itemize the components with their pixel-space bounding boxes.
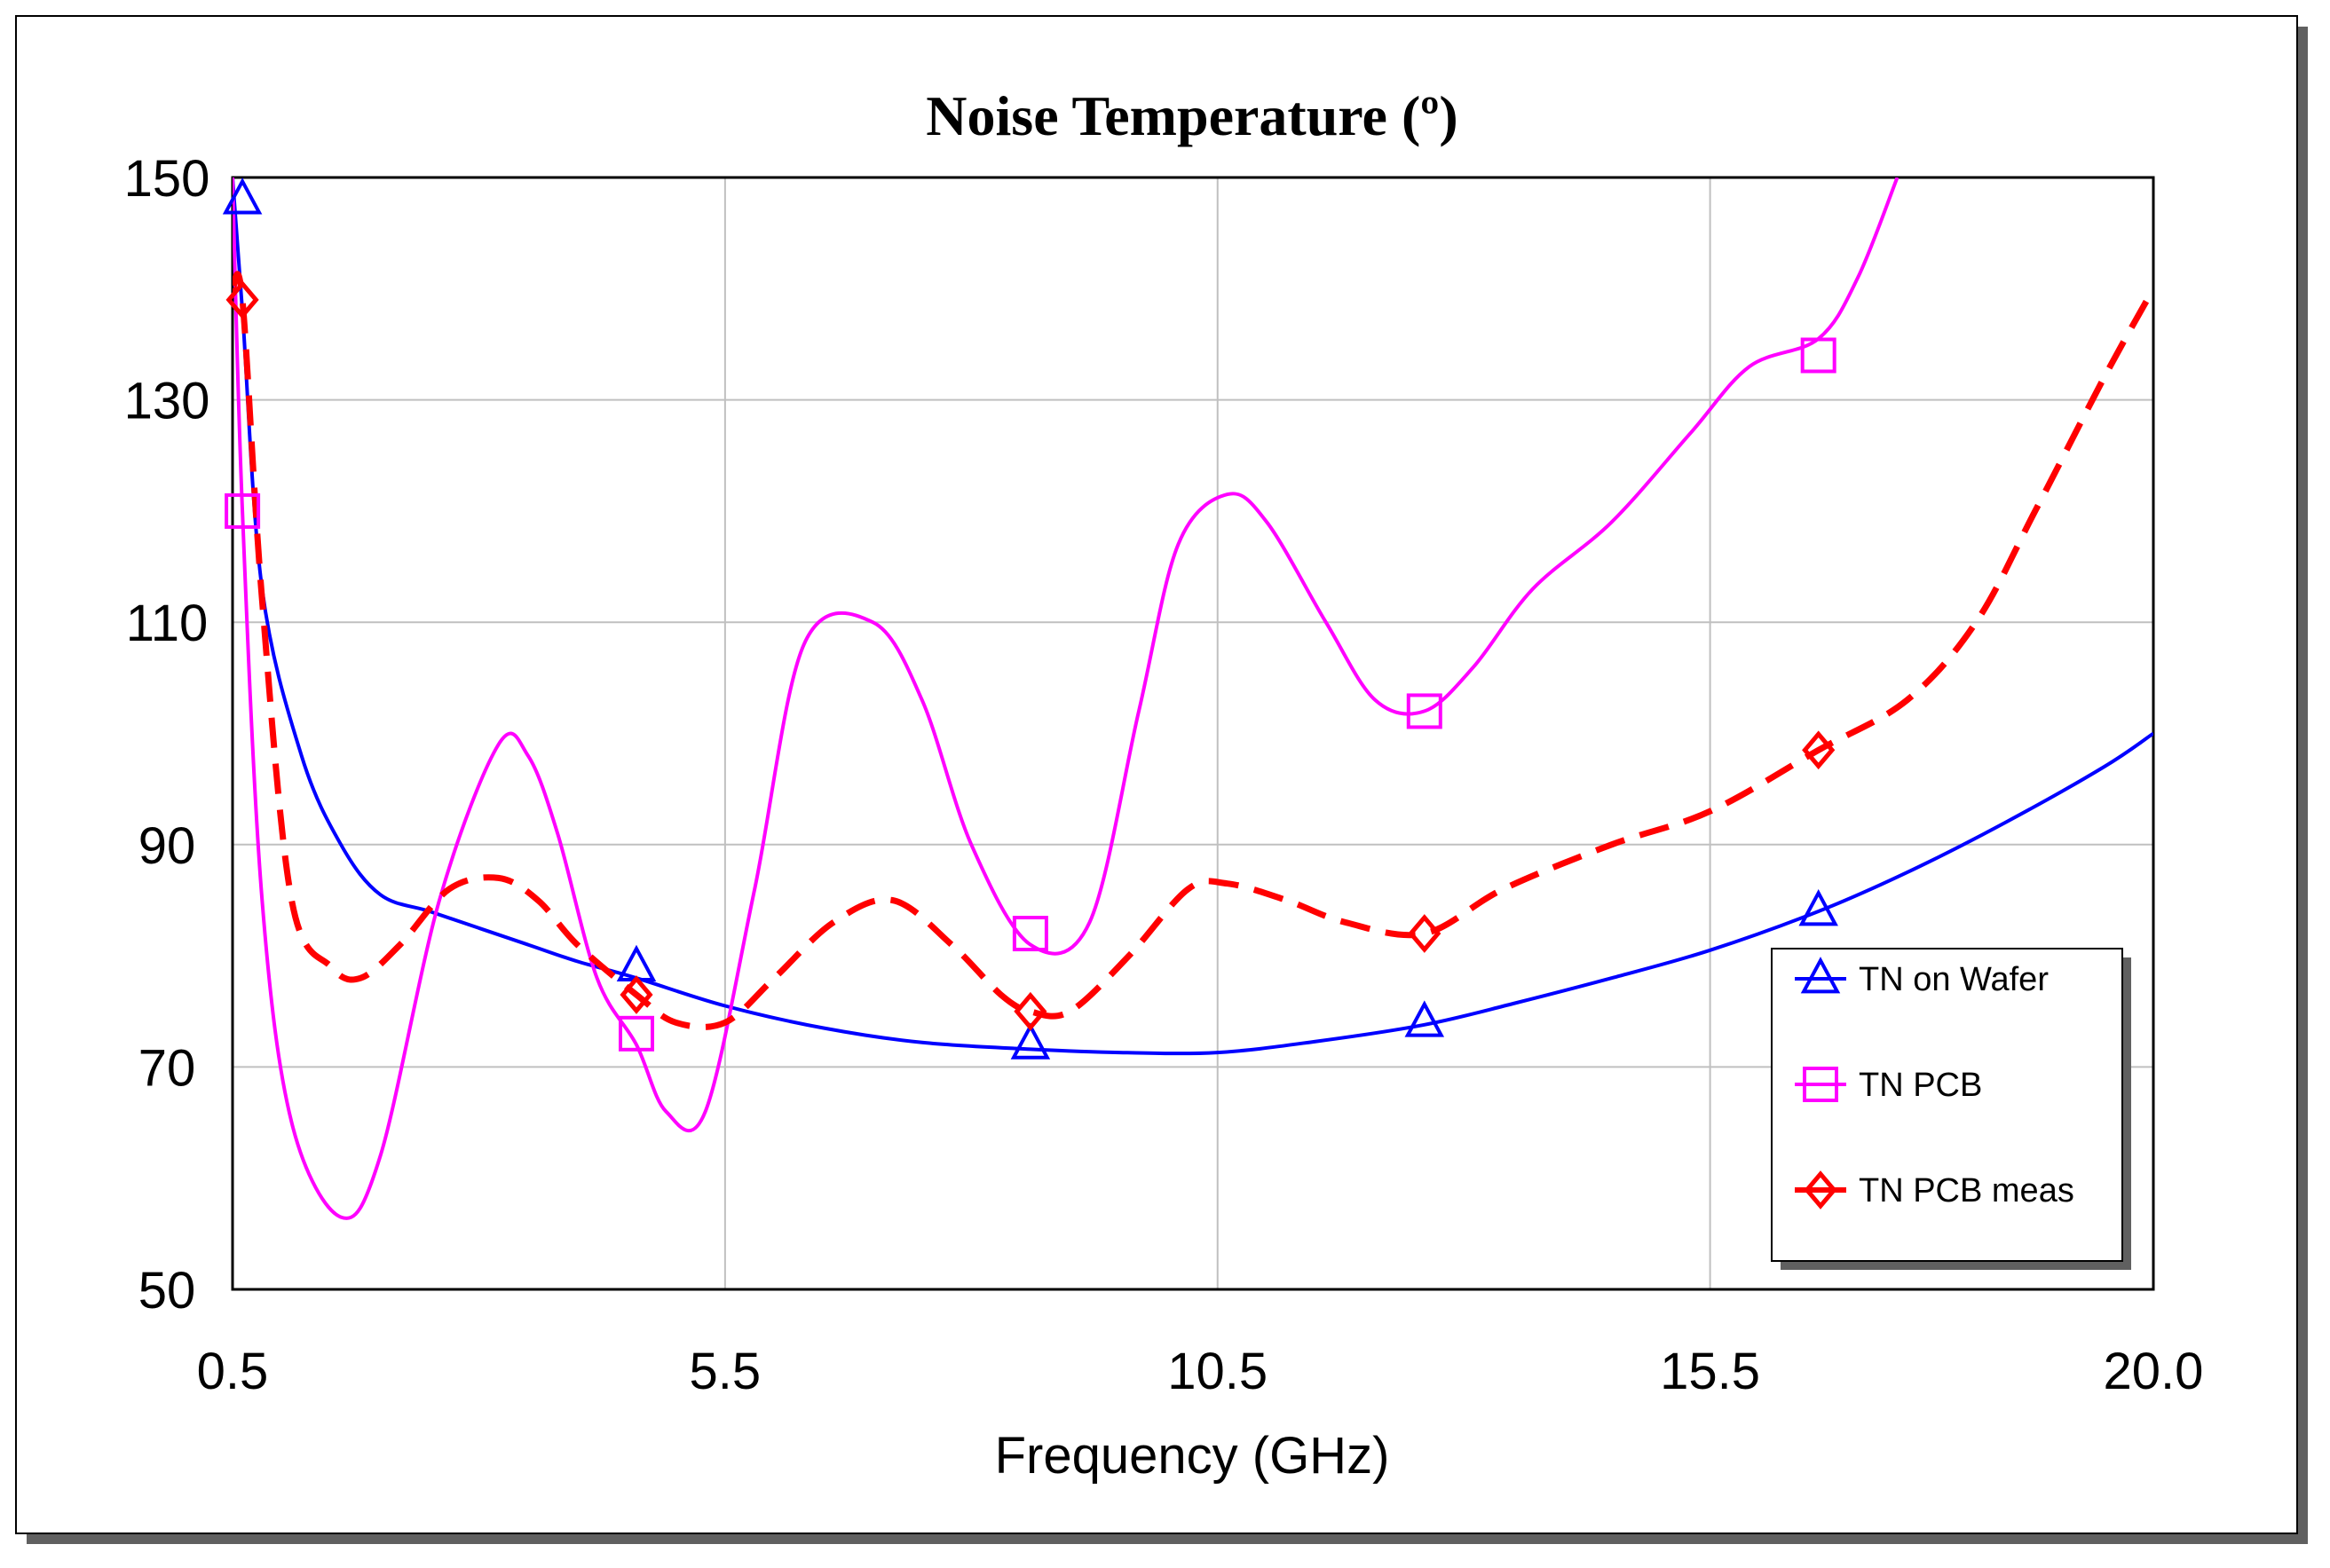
legend-box xyxy=(1771,948,2123,1262)
series-1-marker xyxy=(1406,693,1442,729)
chart-title: Noise Temperature (º) xyxy=(926,84,1457,147)
legend: TN on Wafer TN PCB TN PCB meas xyxy=(1771,948,2131,1270)
series-2-marker xyxy=(620,975,653,1014)
x-tick-label: 10.5 xyxy=(1167,1343,1268,1400)
x-axis-ticks: 0.5 5.5 10.5 15.5 20.0 xyxy=(197,1343,2204,1400)
series-line-0 xyxy=(233,177,2153,1056)
series-1-marker xyxy=(1800,337,1836,374)
series-markers xyxy=(222,177,1838,1060)
series-lines xyxy=(233,177,2153,1220)
legend-label: TN on Wafer xyxy=(1859,961,2049,998)
y-tick-label: 110 xyxy=(126,595,208,652)
series-0-marker xyxy=(222,177,263,215)
x-axis-label: Frequency (GHz) xyxy=(995,1427,1390,1485)
y-tick-label: 130 xyxy=(124,373,210,430)
series-0-marker xyxy=(1404,1000,1445,1037)
series-2-marker xyxy=(1408,914,1441,953)
series-2-marker xyxy=(1802,730,1836,770)
x-tick-label: 0.5 xyxy=(197,1343,269,1400)
series-1-marker xyxy=(618,1015,654,1052)
series-line-2 xyxy=(233,271,2153,1030)
legend-label: TN PCB meas xyxy=(1859,1172,2074,1209)
legend-items: TN on Wafer TN PCB TN PCB meas xyxy=(1795,957,2074,1209)
x-tick-label: 15.5 xyxy=(1660,1343,1760,1400)
legend-swatch-marker xyxy=(1800,957,1841,994)
chart-frame xyxy=(15,15,2298,1534)
x-tick-label: 20.0 xyxy=(2104,1343,2204,1400)
legend-label: TN PCB xyxy=(1859,1067,1982,1104)
series-2-marker xyxy=(1014,991,1047,1031)
y-tick-label: 90 xyxy=(138,817,196,875)
series-0-marker xyxy=(1798,889,1838,926)
series-0-marker xyxy=(1010,1022,1051,1060)
legend-swatch-marker xyxy=(1804,1170,1837,1209)
series-line-1 xyxy=(233,177,1900,1220)
series-2-marker xyxy=(225,280,259,319)
y-tick-label: 70 xyxy=(138,1039,196,1097)
y-axis-ticks: 50 70 90 110 130 150 xyxy=(124,150,210,1320)
grid xyxy=(233,177,2153,1289)
legend-swatch-marker xyxy=(1803,1067,1838,1102)
series-1-marker xyxy=(225,492,261,529)
x-tick-label: 5.5 xyxy=(690,1343,762,1400)
series-1-marker xyxy=(1012,916,1048,952)
y-tick-label: 150 xyxy=(124,150,210,208)
y-tick-label: 50 xyxy=(138,1262,196,1320)
